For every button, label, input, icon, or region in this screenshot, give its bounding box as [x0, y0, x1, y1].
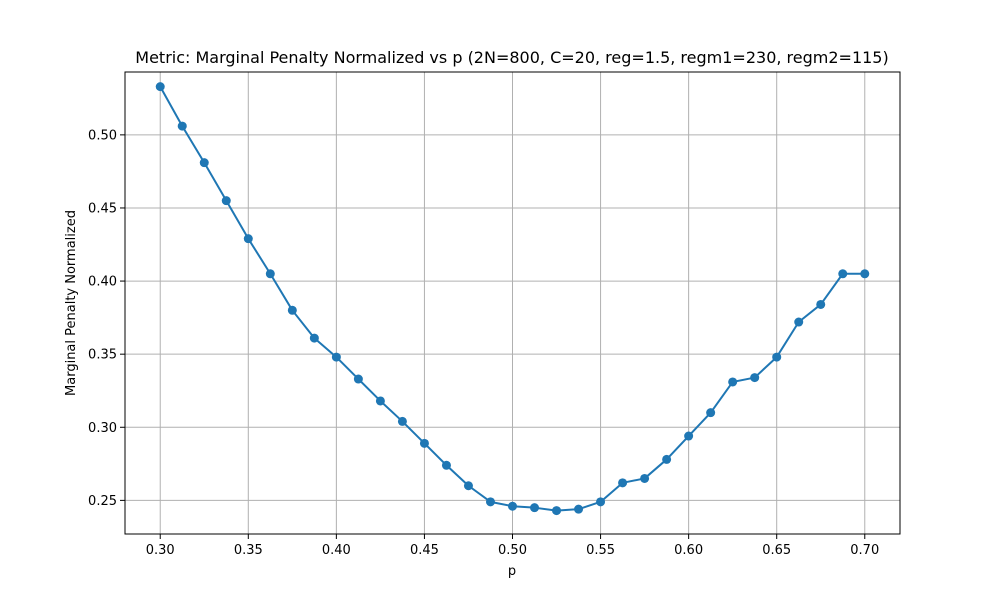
- data-point: [419, 438, 429, 448]
- data-point: [530, 503, 540, 513]
- data-point: [243, 234, 253, 244]
- y-tick-label: 0.25: [88, 494, 117, 509]
- data-point: [816, 299, 826, 309]
- data-point: [287, 305, 297, 315]
- data-point: [552, 506, 562, 516]
- data-point: [265, 269, 275, 279]
- x-tick-label: 0.50: [498, 543, 527, 558]
- data-point: [375, 396, 385, 406]
- data-point: [309, 333, 319, 343]
- data-point: [463, 481, 473, 491]
- data-point: [860, 269, 870, 279]
- axis-ticks: 0.30 0.35 0.40 0.45 0.50 0.55 0.60 0.65 0.70 0.25…: [88, 128, 879, 558]
- data-point: [706, 408, 716, 418]
- data-point: [177, 121, 187, 131]
- y-tick-label: 0.40: [88, 275, 117, 290]
- data-point: [728, 377, 738, 387]
- series-layer: [155, 82, 870, 516]
- x-tick-label: 0.65: [762, 543, 791, 558]
- data-point: [397, 416, 407, 426]
- x-tick-label: 0.60: [674, 543, 703, 558]
- data-point: [794, 317, 804, 327]
- x-tick-label: 0.55: [586, 543, 615, 558]
- chart-title: Metric: Marginal Penalty Normalized vs p…: [135, 48, 888, 67]
- y-axis-label: Marginal Penalty Normalized: [64, 210, 79, 396]
- x-tick-label: 0.45: [410, 543, 439, 558]
- x-tick-label: 0.35: [234, 543, 263, 558]
- data-point: [596, 497, 606, 507]
- data-point: [684, 431, 694, 441]
- data-point: [640, 473, 650, 483]
- x-axis-label: p: [508, 564, 516, 579]
- x-tick-label: 0.40: [322, 543, 351, 558]
- data-point: [199, 158, 209, 168]
- data-point: [750, 373, 760, 383]
- x-tick-label: 0.70: [850, 543, 879, 558]
- data-point: [353, 374, 363, 384]
- y-tick-label: 0.45: [88, 201, 117, 216]
- data-point: [441, 460, 451, 470]
- data-point: [772, 352, 782, 362]
- y-tick-label: 0.50: [88, 128, 117, 143]
- data-point: [508, 501, 517, 511]
- x-tick-label: 0.30: [146, 543, 175, 558]
- grid-lines: [125, 72, 900, 534]
- data-point: [838, 269, 848, 279]
- data-point: [662, 454, 672, 464]
- data-point: [485, 497, 495, 507]
- data-point: [155, 82, 165, 92]
- y-tick-label: 0.35: [88, 348, 117, 363]
- data-point: [331, 352, 341, 362]
- data-point: [618, 478, 628, 488]
- data-point: [574, 504, 584, 514]
- y-tick-label: 0.30: [88, 421, 117, 436]
- data-point: [221, 196, 231, 206]
